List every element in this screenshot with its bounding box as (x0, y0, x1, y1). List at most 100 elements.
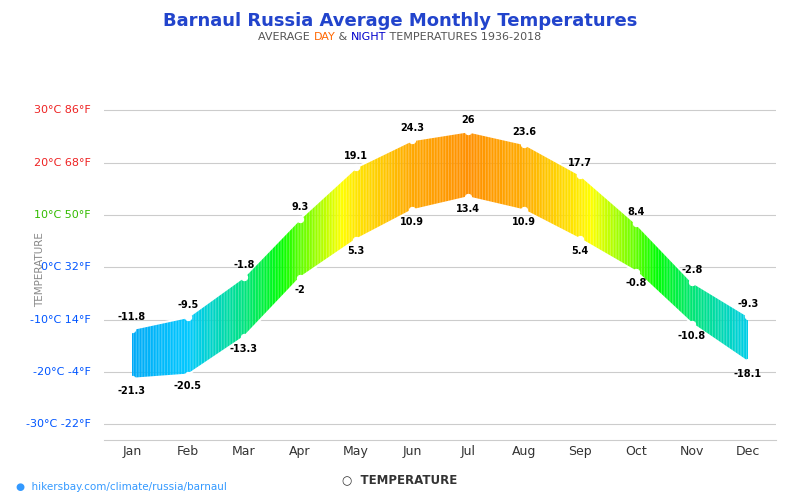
Polygon shape (674, 263, 675, 308)
Polygon shape (648, 236, 649, 284)
Polygon shape (303, 214, 305, 276)
Polygon shape (623, 212, 625, 265)
Polygon shape (617, 206, 618, 262)
Polygon shape (695, 284, 697, 328)
Polygon shape (606, 198, 607, 255)
Polygon shape (618, 208, 620, 262)
Polygon shape (662, 250, 663, 297)
Polygon shape (271, 248, 273, 308)
Polygon shape (280, 238, 282, 298)
Polygon shape (489, 136, 490, 202)
Polygon shape (266, 252, 268, 314)
Polygon shape (646, 234, 648, 282)
Polygon shape (182, 318, 183, 375)
Text: -30°C -22°F: -30°C -22°F (26, 420, 90, 430)
Polygon shape (446, 134, 447, 202)
Polygon shape (745, 314, 746, 361)
Text: -18.1: -18.1 (734, 369, 762, 379)
Polygon shape (723, 301, 725, 346)
Text: -2: -2 (294, 284, 306, 294)
Polygon shape (169, 321, 170, 376)
Polygon shape (486, 136, 487, 202)
Polygon shape (610, 202, 612, 258)
Polygon shape (444, 135, 446, 203)
Polygon shape (202, 306, 203, 366)
Polygon shape (671, 260, 672, 306)
Polygon shape (595, 188, 597, 249)
Text: -21.3: -21.3 (118, 386, 146, 396)
Polygon shape (399, 146, 401, 217)
Polygon shape (626, 215, 627, 266)
Polygon shape (253, 266, 254, 328)
Polygon shape (140, 327, 142, 378)
Polygon shape (589, 182, 590, 245)
Polygon shape (354, 168, 356, 241)
Polygon shape (462, 132, 464, 198)
Polygon shape (518, 142, 519, 210)
Polygon shape (205, 304, 206, 364)
Polygon shape (490, 136, 492, 203)
Polygon shape (411, 140, 413, 210)
Point (350, 236, 362, 244)
Polygon shape (502, 139, 504, 205)
Polygon shape (650, 239, 652, 287)
Polygon shape (422, 138, 424, 208)
Polygon shape (447, 134, 449, 202)
Point (630, 220, 642, 228)
Polygon shape (382, 154, 384, 226)
Polygon shape (466, 132, 467, 198)
Polygon shape (260, 258, 262, 320)
Text: 23.6: 23.6 (512, 127, 536, 137)
Polygon shape (218, 294, 220, 354)
Polygon shape (278, 240, 280, 300)
Polygon shape (298, 218, 300, 279)
Text: 5.4: 5.4 (571, 246, 589, 256)
Polygon shape (615, 206, 617, 260)
Polygon shape (326, 193, 328, 260)
Point (182, 313, 194, 321)
Polygon shape (394, 148, 396, 220)
Polygon shape (678, 268, 680, 312)
Polygon shape (350, 172, 351, 244)
Polygon shape (290, 228, 291, 289)
Polygon shape (385, 152, 386, 224)
Polygon shape (310, 208, 311, 272)
Polygon shape (438, 136, 439, 204)
Polygon shape (251, 268, 253, 330)
Polygon shape (680, 270, 682, 314)
Polygon shape (408, 142, 410, 212)
Polygon shape (346, 174, 348, 246)
Polygon shape (160, 323, 162, 376)
Polygon shape (567, 168, 569, 234)
Text: ○  TEMPERATURE: ○ TEMPERATURE (342, 474, 458, 486)
Polygon shape (374, 158, 376, 230)
Polygon shape (162, 322, 163, 376)
Polygon shape (600, 192, 602, 252)
Polygon shape (180, 318, 182, 375)
Polygon shape (693, 282, 694, 325)
Polygon shape (464, 132, 466, 198)
Text: 5.3: 5.3 (347, 246, 365, 256)
Polygon shape (605, 196, 606, 254)
Polygon shape (165, 322, 166, 376)
Polygon shape (575, 172, 577, 238)
Polygon shape (424, 138, 426, 207)
Polygon shape (404, 144, 406, 214)
Point (182, 370, 194, 378)
Polygon shape (495, 138, 496, 204)
Polygon shape (248, 272, 250, 333)
Polygon shape (655, 244, 657, 291)
Polygon shape (348, 174, 350, 245)
Polygon shape (572, 170, 574, 236)
Polygon shape (694, 283, 695, 327)
Polygon shape (376, 157, 378, 229)
Polygon shape (306, 212, 308, 274)
Polygon shape (738, 310, 740, 357)
Polygon shape (534, 149, 535, 216)
Polygon shape (406, 143, 407, 214)
Polygon shape (683, 273, 685, 317)
Polygon shape (512, 141, 514, 208)
Polygon shape (526, 145, 527, 212)
Polygon shape (672, 262, 674, 307)
Polygon shape (358, 166, 359, 239)
